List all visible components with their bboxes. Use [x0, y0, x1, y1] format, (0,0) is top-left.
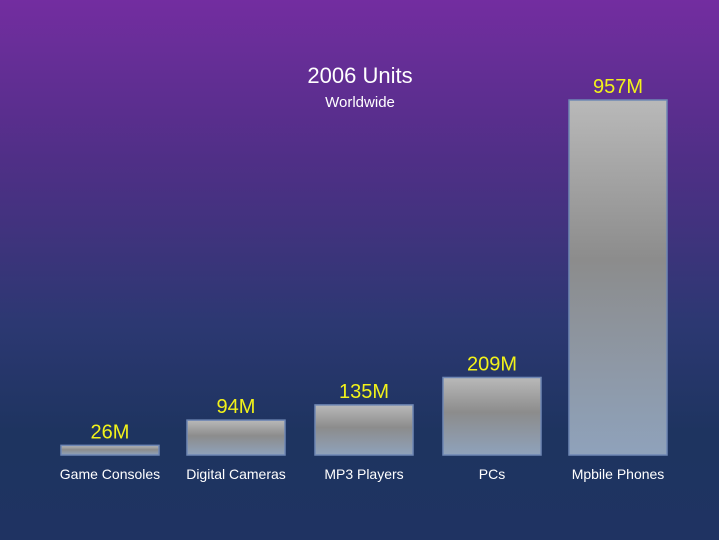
category-label-4: Mpbile Phones	[572, 466, 665, 482]
chart-title: 2006 Units	[307, 63, 412, 88]
category-label-3: PCs	[479, 466, 505, 482]
category-label-0: Game Consoles	[60, 466, 160, 482]
value-label-1: 94M	[217, 396, 256, 418]
bar-1	[186, 419, 286, 456]
bar-2	[314, 404, 414, 456]
bars-group: 26M Game Consoles 94M Digital Cameras 135M MP…	[60, 76, 668, 482]
bar-4	[568, 99, 668, 456]
bar-0	[60, 444, 160, 456]
value-label-2: 135M	[339, 381, 389, 403]
bar-3	[442, 376, 542, 456]
value-label-3: 209M	[467, 353, 517, 375]
chart-subtitle: Worldwide	[325, 94, 395, 111]
category-label-1: Digital Cameras	[186, 466, 286, 482]
category-label-2: MP3 Players	[324, 466, 403, 482]
value-label-4: 957M	[593, 76, 643, 98]
value-label-0: 26M	[91, 421, 130, 443]
